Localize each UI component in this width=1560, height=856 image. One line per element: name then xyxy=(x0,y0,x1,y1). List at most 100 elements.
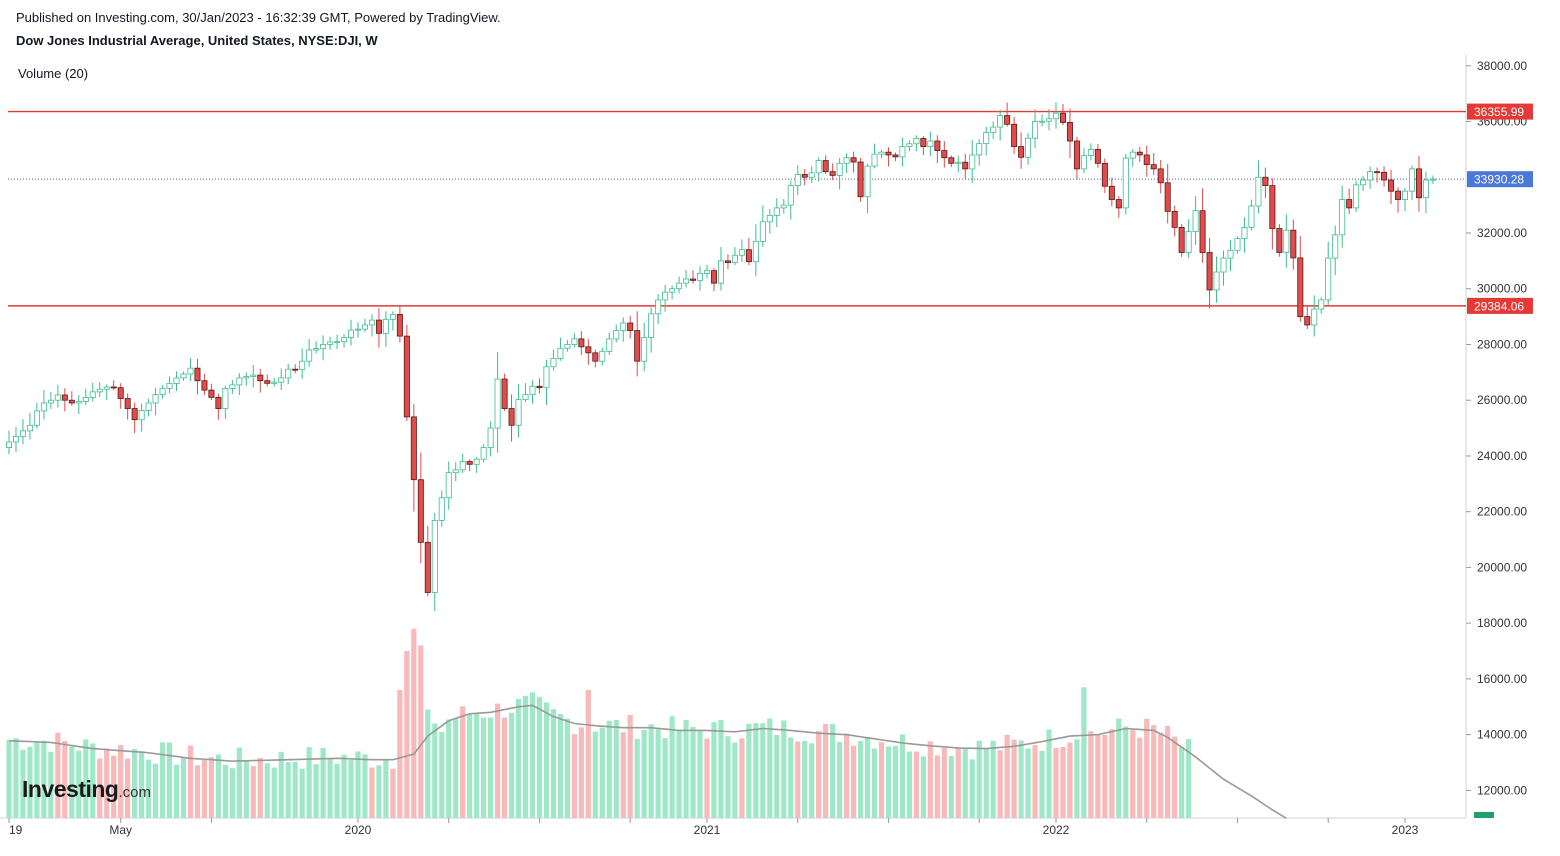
candle-body xyxy=(550,357,557,368)
volume-bar xyxy=(906,751,913,818)
candle-body xyxy=(843,157,850,164)
volume-bar xyxy=(934,755,940,818)
volume-bar xyxy=(467,713,473,818)
candle-body xyxy=(250,374,257,377)
volume-bar xyxy=(515,698,522,818)
volume-bar xyxy=(1053,748,1059,818)
candle-body xyxy=(1283,229,1290,253)
volume-bar xyxy=(899,734,906,818)
candle-body xyxy=(229,384,236,389)
candle-body xyxy=(794,174,801,186)
candle-body xyxy=(487,427,494,448)
candle-body xyxy=(543,366,550,389)
volume-bar xyxy=(990,740,996,818)
candle-body xyxy=(829,171,836,176)
candle-body xyxy=(1297,257,1304,317)
candle-body xyxy=(466,461,473,465)
y-tick-label: 12000.00 xyxy=(1477,783,1527,797)
candle-body xyxy=(906,143,913,147)
volume-bar xyxy=(460,706,466,818)
volume-bar xyxy=(969,759,975,818)
candle-body xyxy=(648,313,655,338)
candle-body xyxy=(1325,257,1332,301)
candle-body xyxy=(201,380,208,391)
candle-body xyxy=(1381,171,1388,181)
volume-bar xyxy=(327,758,333,818)
candle-body xyxy=(445,472,452,499)
candle-body xyxy=(1059,112,1066,123)
candle-body xyxy=(522,394,529,400)
candle-body xyxy=(1262,176,1269,187)
volume-bar xyxy=(501,717,508,818)
candle-body xyxy=(1143,154,1150,166)
candle-body xyxy=(1318,299,1325,310)
volume-bar xyxy=(550,709,557,818)
volume-bar xyxy=(104,748,110,818)
volume-bar xyxy=(418,645,424,818)
y-tick-label: 16000.00 xyxy=(1477,672,1527,686)
candle-body xyxy=(131,408,138,421)
volume-bar xyxy=(690,727,696,818)
candle-body xyxy=(599,350,606,362)
candle-body xyxy=(1080,155,1087,170)
volume-bar xyxy=(585,690,591,818)
volume-bar xyxy=(732,742,738,818)
candle-body xyxy=(89,391,96,398)
candle-body xyxy=(1136,151,1143,156)
volume-bar xyxy=(1172,736,1178,818)
volume-bar xyxy=(243,760,249,818)
volume-bar xyxy=(1060,746,1066,818)
volume-bar xyxy=(285,762,291,818)
volume-bar xyxy=(264,763,270,818)
candle-body xyxy=(452,469,459,474)
candle-body xyxy=(585,346,592,354)
volume-bar xyxy=(1123,726,1129,818)
candle-body xyxy=(927,140,934,147)
volume-bar xyxy=(313,764,319,818)
logo-name: Investing xyxy=(22,776,119,802)
candle-body xyxy=(480,447,487,460)
volume-bar xyxy=(1004,734,1010,818)
volume-bar xyxy=(1032,745,1038,818)
volume-bar xyxy=(208,757,215,818)
volume-bar xyxy=(1025,748,1031,818)
candle-body xyxy=(704,270,711,274)
candle-body xyxy=(578,338,585,348)
candle-body xyxy=(1199,210,1206,253)
candle-body xyxy=(12,436,19,443)
candle-body xyxy=(745,249,752,263)
candle-body xyxy=(1360,179,1367,186)
volume-bar xyxy=(739,738,745,818)
candle-body xyxy=(1227,249,1234,259)
volume-bar xyxy=(1165,725,1171,818)
candle-body xyxy=(103,386,110,390)
volume-bar xyxy=(844,733,850,818)
volume-bar xyxy=(90,743,96,818)
volume-bar xyxy=(376,765,382,818)
x-tick-label: 2022 xyxy=(1043,823,1070,837)
candle-body xyxy=(1171,210,1178,228)
candle-body xyxy=(124,398,131,409)
candle-body xyxy=(1429,178,1436,181)
volume-bar xyxy=(152,763,159,818)
volume-bar xyxy=(69,746,75,818)
volume-bar xyxy=(250,766,256,818)
volume-bar xyxy=(139,751,145,818)
volume-bar xyxy=(1102,734,1108,818)
volume-bar xyxy=(816,731,822,818)
volume-bar xyxy=(522,695,529,818)
candle-body xyxy=(738,249,745,256)
x-tick-label: 2023 xyxy=(1392,823,1419,837)
volume-bar xyxy=(132,748,138,818)
volume-bar xyxy=(788,737,794,818)
candle-body xyxy=(1185,231,1192,253)
candle-body xyxy=(389,313,396,320)
candle-body xyxy=(1157,168,1164,184)
candle-body xyxy=(787,185,794,206)
candle-body xyxy=(306,349,313,362)
volume-bar xyxy=(564,718,570,818)
volume-bar xyxy=(306,747,312,818)
candle-body xyxy=(243,376,250,379)
volume-bar xyxy=(1158,732,1164,818)
